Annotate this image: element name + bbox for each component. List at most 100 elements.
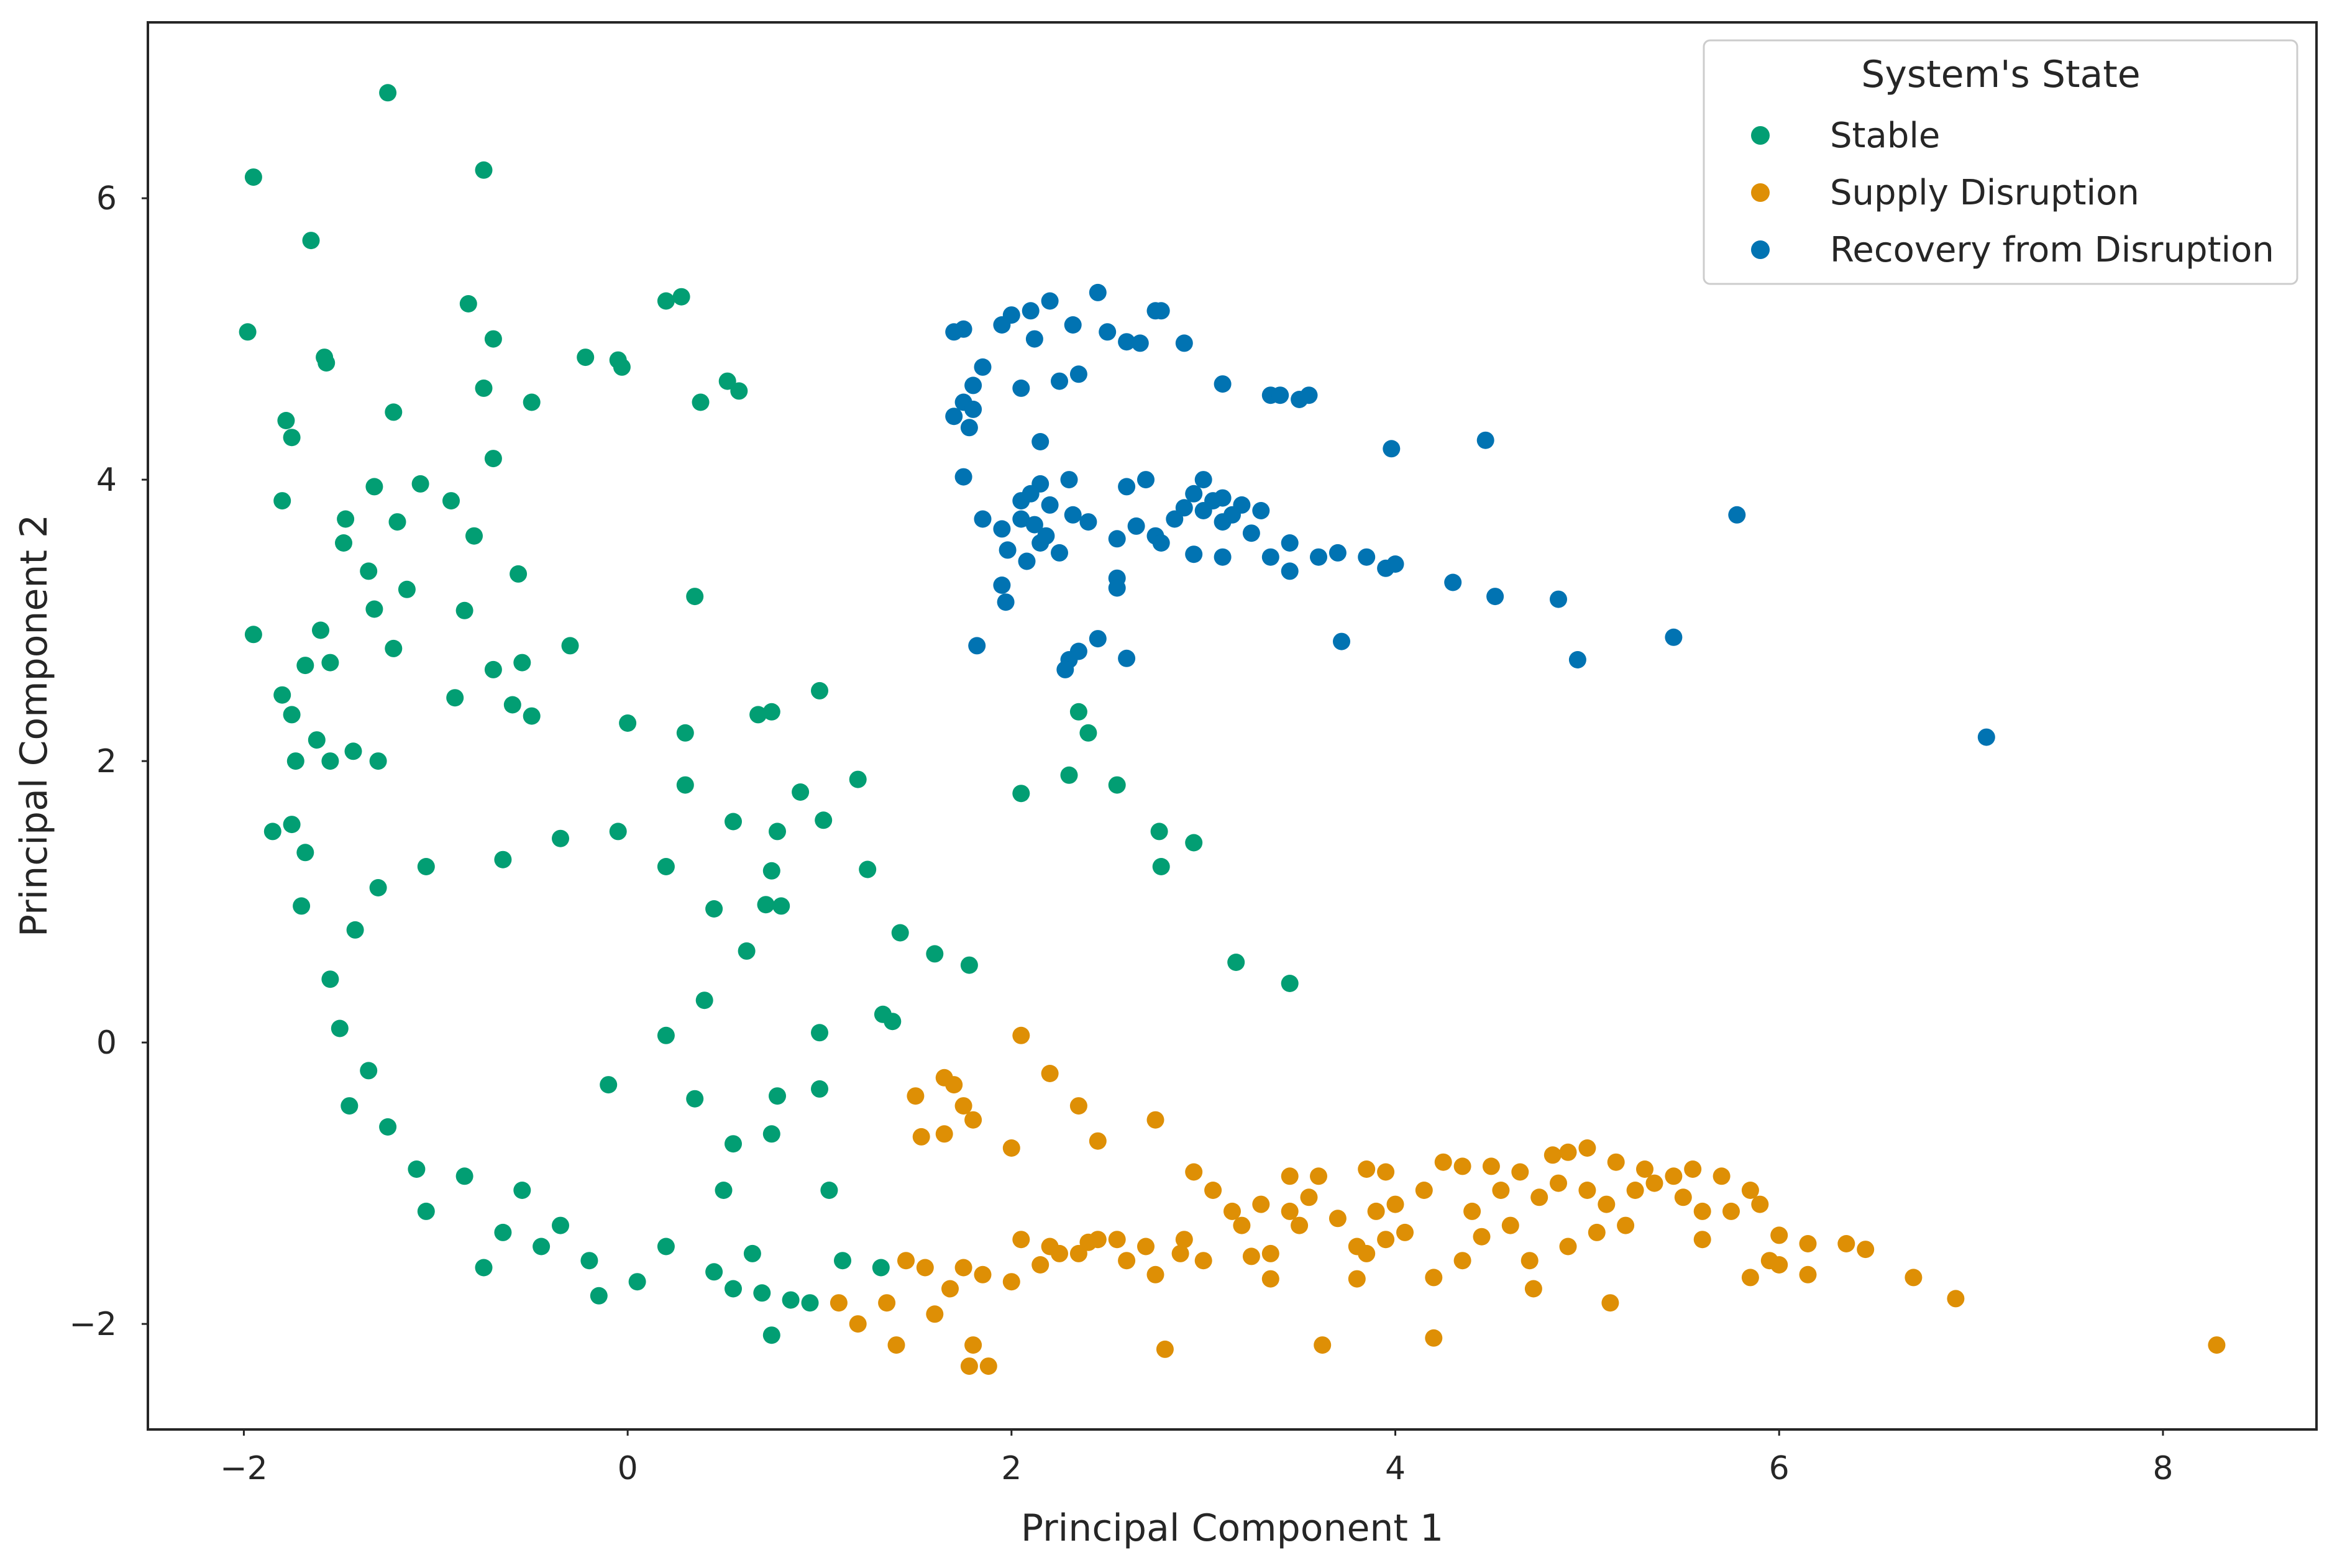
data-point-stable — [820, 1182, 838, 1199]
legend-marker-stable — [1751, 126, 1770, 145]
data-point-stable — [331, 1019, 349, 1037]
data-point-stable — [657, 1238, 675, 1256]
data-point-recovery-from-disruption — [964, 376, 982, 394]
data-point-stable — [552, 829, 569, 847]
data-point-recovery-from-disruption — [1152, 534, 1170, 552]
data-point-stable — [749, 706, 767, 724]
data-point-stable — [365, 600, 383, 618]
y-axis-label: Principal Component 2 — [12, 514, 56, 937]
data-point-stable — [1227, 954, 1245, 971]
data-point-recovery-from-disruption — [1018, 552, 1036, 570]
data-point-recovery-from-disruption — [1333, 632, 1350, 650]
data-point-recovery-from-disruption — [1137, 471, 1155, 489]
data-point-supply-disruption — [1713, 1167, 1731, 1185]
data-point-supply-disruption — [926, 1305, 944, 1323]
data-point-stable — [239, 323, 257, 341]
data-point-stable — [296, 844, 314, 862]
data-point-supply-disruption — [1799, 1265, 1817, 1283]
data-point-supply-disruption — [1425, 1329, 1443, 1347]
data-point-stable — [341, 1097, 359, 1115]
legend: System's State Stable Supply Disruption … — [1703, 39, 2298, 285]
data-point-recovery-from-disruption — [1300, 386, 1318, 404]
x-tick-label: 4 — [1385, 1450, 1406, 1487]
data-point-stable — [725, 1135, 742, 1153]
y-tick-label: 0 — [96, 1024, 117, 1062]
data-point-stable — [379, 84, 397, 102]
data-point-supply-disruption — [1741, 1269, 1759, 1287]
data-point-stable — [705, 1263, 723, 1281]
data-point-stable — [1150, 823, 1168, 841]
data-point-supply-disruption — [941, 1280, 959, 1298]
data-point-recovery-from-disruption — [1242, 524, 1260, 542]
data-point-recovery-from-disruption — [1214, 548, 1232, 566]
data-point-supply-disruption — [1607, 1153, 1625, 1171]
data-point-supply-disruption — [1089, 1132, 1107, 1150]
data-point-recovery-from-disruption — [1281, 562, 1299, 580]
data-point-stable — [1069, 703, 1087, 721]
data-point-stable — [286, 752, 304, 770]
data-point-supply-disruption — [1194, 1252, 1212, 1270]
data-point-recovery-from-disruption — [1383, 440, 1401, 458]
data-point-stable — [762, 1125, 780, 1143]
data-point-supply-disruption — [1636, 1160, 1653, 1178]
data-point-stable — [302, 232, 320, 250]
data-point-stable — [408, 1160, 426, 1178]
data-point-recovery-from-disruption — [1064, 316, 1082, 334]
data-point-recovery-from-disruption — [1185, 545, 1203, 563]
legend-marker-recovery — [1751, 240, 1770, 259]
data-point-stable — [715, 1182, 733, 1199]
data-point-stable — [580, 1252, 598, 1270]
data-point-recovery-from-disruption — [1127, 517, 1145, 535]
data-point-supply-disruption — [1645, 1174, 1663, 1192]
data-point-recovery-from-disruption — [1051, 372, 1068, 390]
data-point-stable — [475, 161, 493, 179]
data-point-recovery-from-disruption — [945, 323, 963, 341]
data-point-stable — [308, 731, 326, 749]
series-supply-disruption — [830, 1026, 2226, 1375]
data-point-stable — [1185, 834, 1203, 852]
data-point-stable — [811, 681, 828, 700]
points-layer — [239, 84, 2226, 1375]
data-point-supply-disruption — [1693, 1202, 1711, 1220]
data-point-supply-disruption — [979, 1357, 997, 1375]
legend-box — [1703, 39, 2298, 285]
data-point-supply-disruption — [1559, 1143, 1577, 1161]
data-point-supply-disruption — [1521, 1252, 1539, 1270]
data-point-recovery-from-disruption — [1108, 530, 1126, 548]
data-point-recovery-from-disruption — [993, 520, 1011, 538]
data-point-recovery-from-disruption — [1310, 548, 1327, 566]
data-point-recovery-from-disruption — [993, 577, 1011, 594]
data-point-stable — [244, 626, 262, 644]
data-point-supply-disruption — [1261, 1244, 1279, 1262]
data-point-supply-disruption — [1453, 1252, 1471, 1270]
data-point-supply-disruption — [1722, 1202, 1740, 1220]
data-point-supply-disruption — [960, 1357, 978, 1375]
data-point-recovery-from-disruption — [1025, 516, 1043, 534]
data-point-stable — [283, 429, 301, 447]
data-point-stable — [753, 1284, 771, 1302]
data-point-stable — [718, 372, 736, 390]
data-point-supply-disruption — [1261, 1270, 1279, 1288]
legend-label-stable: Stable — [1830, 116, 1940, 156]
data-point-recovery-from-disruption — [1194, 471, 1212, 489]
x-tick-label: 0 — [618, 1450, 638, 1487]
data-point-recovery-from-disruption — [1329, 544, 1347, 562]
data-point-recovery-from-disruption — [1089, 630, 1107, 648]
data-point-supply-disruption — [1415, 1182, 1433, 1199]
data-point-recovery-from-disruption — [1444, 573, 1462, 591]
data-point-recovery-from-disruption — [1060, 471, 1078, 489]
data-point-recovery-from-disruption — [1550, 590, 1567, 608]
data-point-stable — [1012, 785, 1030, 803]
data-point-supply-disruption — [1617, 1216, 1635, 1234]
data-point-supply-disruption — [1550, 1174, 1567, 1192]
data-point-stable — [859, 860, 877, 878]
data-point-stable — [379, 1118, 397, 1136]
data-point-recovery-from-disruption — [968, 637, 986, 655]
x-tick-label: 2 — [1001, 1450, 1022, 1487]
data-point-stable — [494, 850, 512, 868]
data-point-stable — [757, 896, 775, 914]
data-point-supply-disruption — [1314, 1336, 1332, 1354]
data-point-recovery-from-disruption — [1041, 292, 1059, 310]
data-point-stable — [513, 654, 531, 672]
data-point-recovery-from-disruption — [1056, 660, 1074, 678]
